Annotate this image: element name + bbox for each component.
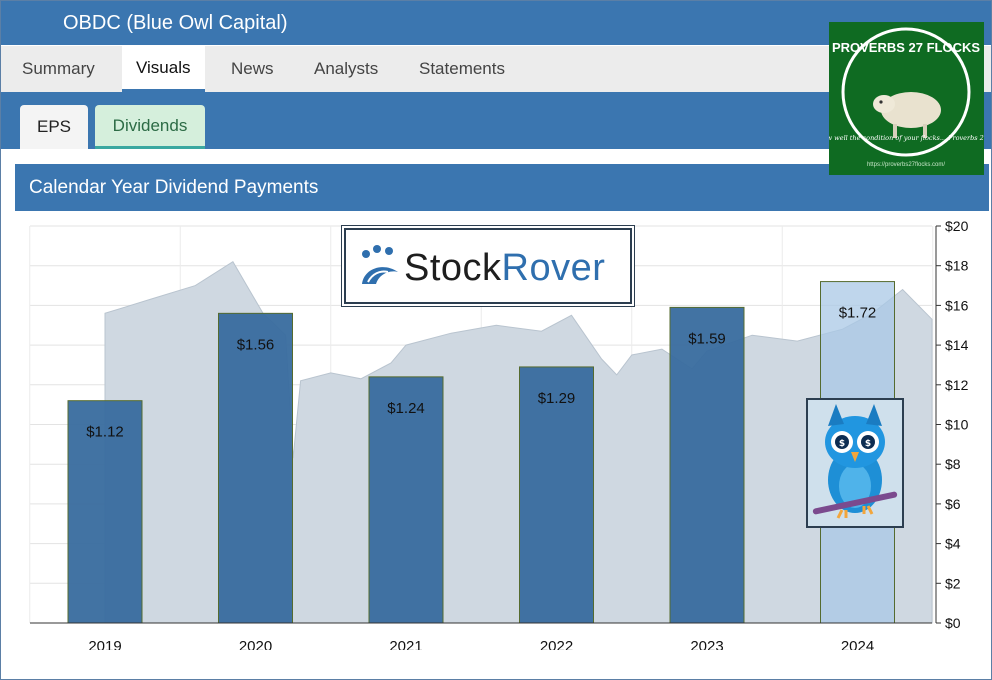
bar-2022 xyxy=(519,366,594,624)
tab-visuals[interactable]: Visuals xyxy=(122,46,205,92)
x-tick-2022: 2022 xyxy=(540,638,573,650)
proverbs-url: https://proverbs27flocks.com/ xyxy=(867,162,945,168)
tab-eps[interactable]: EPS xyxy=(20,105,88,149)
x-axis: 2019 2020 2021 2022 2023 2024 xyxy=(30,622,932,650)
svg-text:$: $ xyxy=(839,439,845,449)
proverbs-logo: PROVERBS 27 FLOCKS Know well the conditi… xyxy=(813,22,992,175)
bar-2020 xyxy=(218,312,293,624)
paw-icon xyxy=(362,245,398,284)
title-bar: OBDC (Blue Owl Capital) xyxy=(1,1,991,45)
bar-value-labels: $1.12 $1.56 $1.24 $1.29 $1.59 $1.72 xyxy=(86,305,876,441)
bar-2021 xyxy=(368,376,444,624)
y-tick-label: $10 xyxy=(945,417,969,433)
proverbs-title: PROVERBS 27 FLOCKS xyxy=(832,40,980,55)
proverbs-badge: PROVERBS 27 FLOCKS Know well the conditi… xyxy=(813,27,992,168)
tab-summary[interactable]: Summary xyxy=(22,59,95,78)
main-tab-bar: Summary Visuals News Analysts Statements xyxy=(1,46,991,92)
tab-dividends[interactable]: Dividends xyxy=(95,105,205,149)
y-tick-label: $6 xyxy=(945,496,961,512)
panel-title: Calendar Year Dividend Payments xyxy=(29,177,319,198)
stockrover-part1: Stock xyxy=(404,247,502,289)
x-tick-2023: 2023 xyxy=(690,638,723,650)
y-tick-label: $12 xyxy=(945,377,969,393)
x-tick-2019: 2019 xyxy=(88,638,121,650)
y-tick-label: $8 xyxy=(945,456,961,472)
bar-label-2022: $1.29 xyxy=(538,390,576,407)
bar-label-2020: $1.56 xyxy=(237,336,275,353)
y-tick-label: $18 xyxy=(945,258,969,274)
stockrover-logo: StockRover xyxy=(344,228,632,304)
bar-label-2023: $1.59 xyxy=(688,330,726,347)
bar-2023 xyxy=(669,306,745,624)
y-tick-label: $2 xyxy=(945,575,961,591)
svg-text:$: $ xyxy=(865,439,871,449)
y-tick-label: $4 xyxy=(945,536,961,552)
x-tick-2020: 2020 xyxy=(239,638,272,650)
bar-label-2019: $1.12 xyxy=(86,424,124,441)
y-tick-label: $14 xyxy=(945,337,969,353)
sub-tab-bar: EPS Dividends xyxy=(1,92,991,149)
proverbs-quote: Know well the condition of your flocks..… xyxy=(829,134,984,142)
x-tick-2021: 2021 xyxy=(389,638,422,650)
y-tick-label: $0 xyxy=(945,615,961,631)
owl-illustration: $ $ xyxy=(806,398,904,528)
tab-analysts[interactable]: Analysts xyxy=(314,59,379,78)
y-axis: $0 $2 $4 $6 $8 $10 $12 $14 $16 $18 $20 xyxy=(935,218,969,631)
stockrover-part2: Rover xyxy=(501,247,606,289)
y-tick-label: $16 xyxy=(945,297,969,313)
bar-label-2024: $1.72 xyxy=(839,305,877,322)
bar-label-2021: $1.24 xyxy=(387,400,425,417)
x-tick-2024: 2024 xyxy=(841,638,874,650)
stockrover-wordmark: StockRover xyxy=(404,247,605,290)
y-tick-label: $20 xyxy=(945,218,969,234)
tab-news[interactable]: News xyxy=(231,59,274,78)
window-title: OBDC (Blue Owl Capital) xyxy=(63,12,288,34)
panel-header: Calendar Year Dividend Payments xyxy=(15,164,989,211)
tab-statements[interactable]: Statements xyxy=(419,59,505,78)
owl-icon: $ $ xyxy=(808,400,902,526)
bar-2019 xyxy=(67,400,143,624)
